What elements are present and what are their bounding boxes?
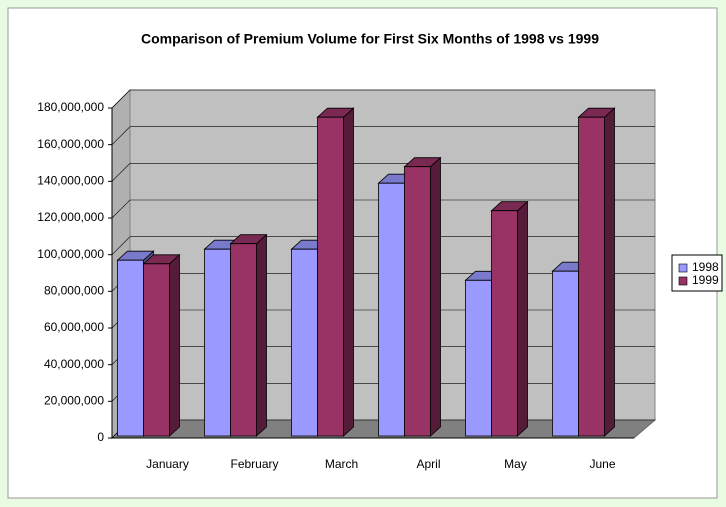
x-tick-label: June xyxy=(589,457,615,471)
grid-line xyxy=(111,199,131,219)
bar-side xyxy=(169,253,180,437)
bar xyxy=(490,200,529,437)
bar-front xyxy=(404,166,431,437)
bar-front xyxy=(143,263,170,437)
y-tick-label: 80,000,000 xyxy=(44,284,104,298)
grid-line xyxy=(111,163,131,182)
x-tick-label: January xyxy=(146,457,189,471)
bar-front xyxy=(230,243,257,437)
legend-swatch xyxy=(678,263,688,273)
y-tick-label: 120,000,000 xyxy=(37,210,104,224)
bar xyxy=(577,107,616,437)
y-tick-label: 60,000,000 xyxy=(44,320,104,334)
y-tick-label: 180,000,000 xyxy=(37,100,104,114)
bar-front xyxy=(552,270,579,437)
x-tick-label: April xyxy=(416,457,440,471)
grid-line xyxy=(111,89,131,109)
bar-front xyxy=(465,279,492,437)
y-tick-label: 100,000,000 xyxy=(37,247,104,261)
x-tick-label: February xyxy=(230,457,278,471)
bar-side xyxy=(343,107,354,437)
y-tick-label: 140,000,000 xyxy=(37,174,104,188)
grid-line xyxy=(111,236,131,255)
bar-front xyxy=(578,116,605,437)
legend-label: 1999 xyxy=(692,273,719,287)
bar-front xyxy=(291,248,318,437)
x-tick-label: March xyxy=(325,457,358,471)
legend-label: 1998 xyxy=(692,260,719,274)
y-tick-label: 160,000,000 xyxy=(37,137,104,151)
y-tick-label: 0 xyxy=(97,430,104,444)
bar xyxy=(229,233,268,437)
bar xyxy=(316,107,355,437)
y-tick-label: 20,000,000 xyxy=(44,394,104,408)
bar xyxy=(403,156,442,437)
bar-front xyxy=(317,116,344,437)
bar-side xyxy=(430,156,441,437)
bar-side xyxy=(256,233,267,437)
bar-front xyxy=(378,182,405,437)
bar xyxy=(142,253,181,437)
legend-swatch xyxy=(678,276,688,286)
bar-front xyxy=(204,248,231,437)
bar-front xyxy=(117,259,144,437)
bar-side xyxy=(517,200,528,437)
x-tick-label: May xyxy=(504,457,527,471)
bar-side xyxy=(604,107,615,437)
grid-line xyxy=(111,126,131,145)
chart-title: Comparison of Premium Volume for First S… xyxy=(141,31,599,47)
bar-front xyxy=(491,210,518,437)
y-tick-label: 40,000,000 xyxy=(44,357,104,371)
legend xyxy=(671,254,723,292)
